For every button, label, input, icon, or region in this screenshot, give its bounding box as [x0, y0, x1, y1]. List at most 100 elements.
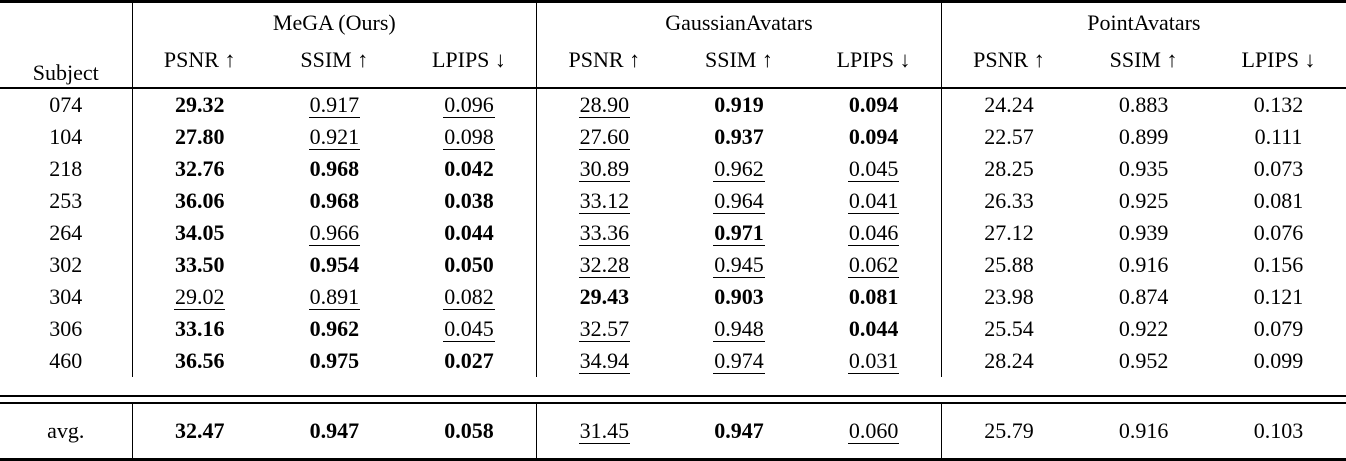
double-rule-spacer-b: [0, 396, 1346, 404]
value-cell: 36.56: [174, 348, 225, 373]
value-cell: 0.096: [402, 88, 537, 121]
value-cell: 28.25: [940, 153, 1077, 185]
value-cell: 28.90: [536, 88, 672, 121]
value-cell: 0.156: [1253, 252, 1304, 277]
table-row-460: 460 36.56 0.975 0.027 34.94 0.974 0.031 28.24 0.…: [0, 345, 1346, 377]
value-cell: 0.076: [1253, 220, 1304, 245]
value-cell: 0.947: [714, 418, 764, 444]
subject-cell: 253: [0, 185, 133, 217]
table-row-264: 264 34.05 0.966 0.044 33.36 0.971 0.046 27.12 0.…: [0, 217, 1346, 249]
value-cell: 0.094: [848, 124, 899, 149]
value-cell: 0.952: [1118, 348, 1169, 373]
underlined-value: 0.041: [847, 187, 900, 215]
double-rule-spacer-a: [0, 377, 1346, 397]
value-cell: 0.098: [402, 121, 537, 153]
subject-cell: 074: [0, 88, 133, 121]
underlined-value: 0.098: [443, 123, 495, 151]
table-row-074: 074 29.32 0.917 0.096 28.90 0.919 0.094 24.24 0.…: [0, 88, 1346, 121]
underlined-value: 0.964: [713, 187, 765, 215]
value-cell: 0.917: [267, 88, 402, 121]
underlined-value: 0.045: [847, 155, 900, 183]
underlined-value: 0.045: [443, 315, 495, 343]
underlined-value: 0.962: [713, 155, 765, 183]
table-row-253: 253 36.06 0.968 0.038 33.12 0.964 0.041 26.33 0.…: [0, 185, 1346, 217]
value-cell: 0.027: [444, 348, 494, 373]
group-header-pointavatars: PointAvatars: [940, 1, 1346, 37]
metric-header-psnr: PSNR ↑: [163, 47, 236, 72]
value-cell: 33.12: [536, 185, 672, 217]
metric-header-lpips: LPIPS ↓: [431, 47, 506, 72]
group-header-mega: MeGA (Ours): [272, 10, 396, 35]
underlined-value: 0.971: [713, 219, 765, 247]
metric-header-ssim: SSIM ↑: [705, 47, 773, 72]
value-cell: 0.968: [309, 188, 360, 213]
value-cell: 33.50: [174, 252, 225, 277]
value-cell: 0.111: [1254, 124, 1303, 149]
value-cell: 0.948: [672, 313, 807, 345]
value-cell: 0.044: [848, 316, 899, 341]
value-cell: 33.36: [536, 217, 672, 249]
table-row-306: 306 33.16 0.962 0.045 32.57 0.948 0.044 25.54 0.…: [0, 313, 1346, 345]
value-cell: 0.121: [1253, 284, 1304, 309]
rule-line: [0, 377, 1346, 397]
value-cell: 0.044: [444, 220, 494, 245]
value-cell: 0.916: [1118, 418, 1169, 444]
value-cell: 0.099: [1253, 348, 1304, 373]
underlined-value: 34.94: [578, 347, 631, 375]
subject-header: Subject: [0, 1, 133, 88]
value-cell: 0.971: [672, 217, 807, 249]
value-cell: 0.060: [806, 403, 941, 460]
value-cell: 0.082: [402, 281, 537, 313]
value-cell: 0.935: [1118, 156, 1169, 181]
value-cell: 0.874: [1118, 284, 1169, 309]
underlined-value: 0.082: [443, 283, 495, 311]
underlined-value: 30.89: [578, 155, 631, 183]
value-cell: 0.903: [714, 284, 764, 309]
value-cell: 0.919: [714, 92, 764, 117]
underlined-value: 0.096: [443, 91, 495, 119]
value-cell: 23.98: [940, 281, 1077, 313]
value-cell: 0.939: [1118, 220, 1169, 245]
metric-header-psnr: PSNR ↑: [940, 37, 1077, 88]
rule-line: [0, 396, 1346, 404]
value-cell: 0.962: [309, 316, 360, 341]
value-cell: 24.24: [940, 88, 1077, 121]
underlined-value: 0.046: [847, 219, 900, 247]
underlined-value: 0.966: [308, 219, 361, 247]
value-cell: 0.962: [672, 153, 807, 185]
value-cell: 0.921: [267, 121, 402, 153]
subject-cell: avg.: [0, 403, 133, 460]
underlined-value: 0.031: [847, 347, 900, 375]
value-cell: 30.89: [536, 153, 672, 185]
underlined-value: 32.28: [578, 251, 631, 279]
value-cell: 34.94: [536, 345, 672, 377]
value-cell: 0.966: [267, 217, 402, 249]
underlined-value: 27.60: [578, 123, 631, 151]
subject-cell: 218: [0, 153, 133, 185]
value-cell: 33.16: [174, 316, 225, 341]
value-cell: 0.132: [1253, 92, 1304, 117]
value-cell: 0.073: [1253, 156, 1304, 181]
value-cell: 0.058: [444, 418, 494, 444]
subject-cell: 104: [0, 121, 133, 153]
underlined-value: 33.36: [578, 219, 631, 247]
value-cell: 32.47: [174, 418, 225, 444]
underlined-value: 32.57: [578, 315, 631, 343]
value-cell: 22.57: [940, 121, 1077, 153]
value-cell: 28.24: [940, 345, 1077, 377]
value-cell: 27.12: [940, 217, 1077, 249]
subject-cell: 306: [0, 313, 133, 345]
value-cell: 0.883: [1118, 92, 1169, 117]
value-cell: 0.954: [309, 252, 360, 277]
value-cell: 0.046: [806, 217, 941, 249]
underlined-value: 0.891: [308, 283, 361, 311]
table-row-304: 304 29.02 0.891 0.082 29.43 0.903 0.081 23.98 0.…: [0, 281, 1346, 313]
metric-header-lpips: LPIPS ↓: [836, 47, 911, 72]
value-cell: 0.891: [267, 281, 402, 313]
value-cell: 32.28: [536, 249, 672, 281]
underlined-value: 0.948: [713, 315, 765, 343]
value-cell: 0.062: [806, 249, 941, 281]
value-cell: 27.60: [536, 121, 672, 153]
subject-cell: 302: [0, 249, 133, 281]
